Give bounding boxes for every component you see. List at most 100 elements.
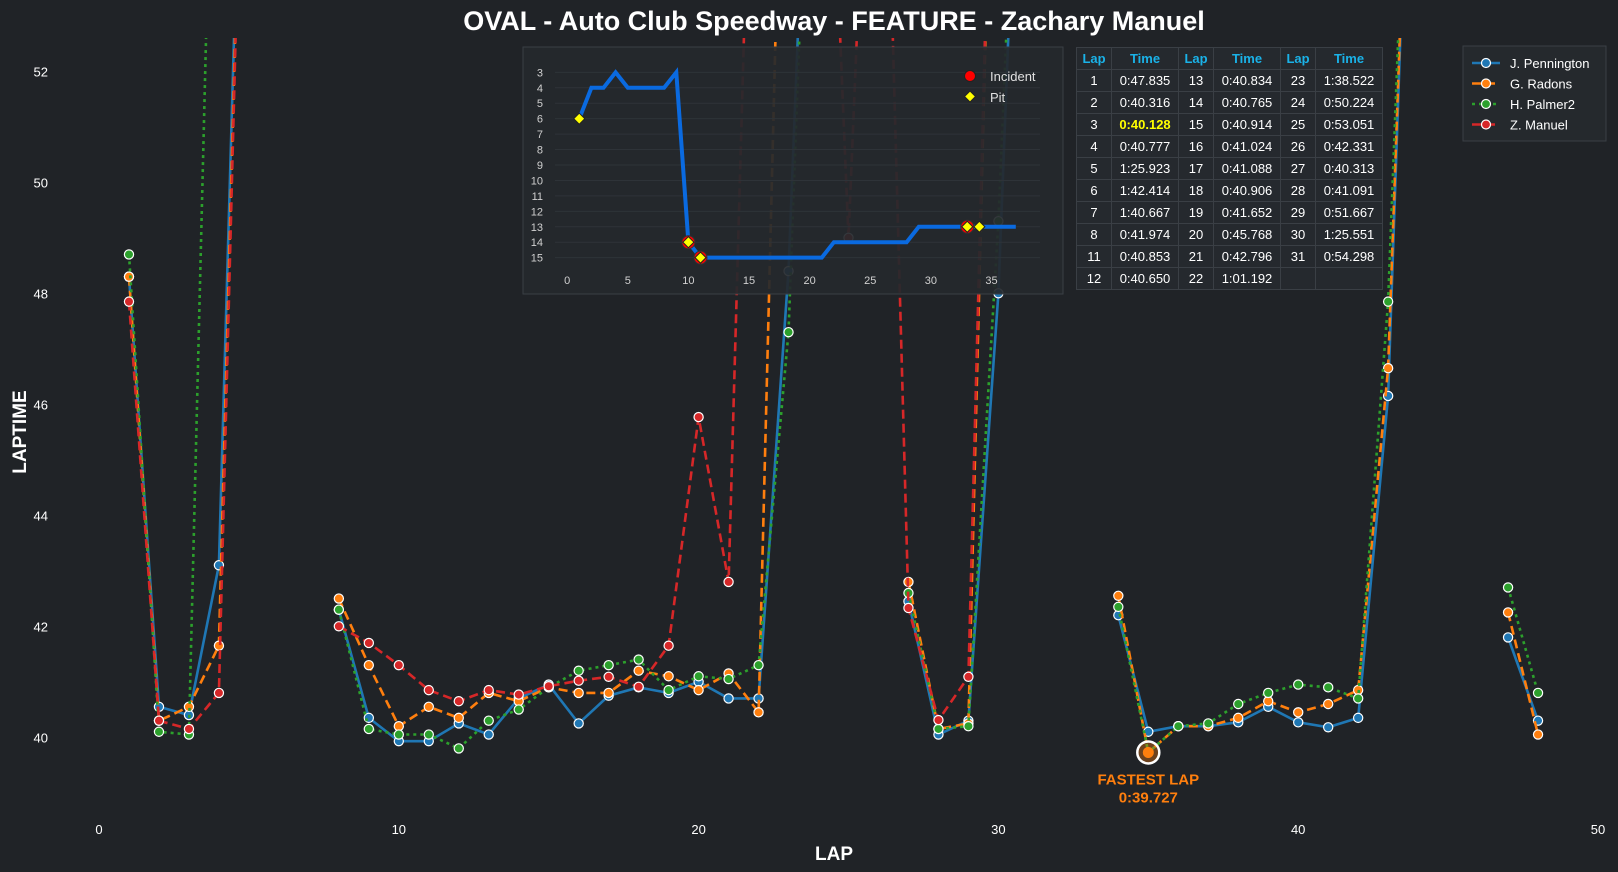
data-point <box>333 604 345 615</box>
data-point <box>123 296 135 307</box>
data-point <box>633 654 644 665</box>
lap-time-cell: 0:50.224 <box>1315 91 1383 114</box>
lap-time-cell: 0:41.974 <box>1111 223 1179 246</box>
lap-time-cell: 0:41.091 <box>1315 179 1383 202</box>
data-point <box>393 729 404 740</box>
x-tick-label: 0 <box>95 822 102 837</box>
lap-time-cell: 0:40.914 <box>1213 113 1281 136</box>
inset-y-tick-label: 14 <box>531 237 543 249</box>
position-inset: 3 4 5 6 7 8 9 10 11 12 13 14 15 0 5 10 15 20 25 30 35 Inciden… <box>522 46 1064 295</box>
data-point <box>603 671 614 683</box>
inset-y-tick-label: 3 <box>537 67 543 79</box>
pit-marker <box>573 112 586 125</box>
y-tick-label: 40 <box>34 730 48 745</box>
data-point <box>153 726 165 737</box>
lap-time-cell: 0:45.768 <box>1213 223 1281 246</box>
lap-time-cell: 1:40.667 <box>1111 201 1179 224</box>
lap-number-cell: 25 <box>1280 113 1316 136</box>
data-point <box>363 723 375 735</box>
lap-time-cell: 0:54.298 <box>1315 245 1383 268</box>
data-point <box>1382 296 1394 307</box>
lap-number-cell: 4 <box>1076 135 1112 158</box>
data-point <box>483 715 494 726</box>
lap-number-cell: 3 <box>1076 113 1112 136</box>
data-point <box>933 714 944 726</box>
legend-swatch-marker <box>1480 78 1492 89</box>
data-point <box>753 707 764 718</box>
table-row: 1 0:47.835 13 0:40.834 23 1:38.522 <box>1076 69 1383 92</box>
lap-time-cell: 1:01.192 <box>1213 267 1281 290</box>
x-tick-label: 20 <box>691 822 705 837</box>
y-tick-label: 52 <box>34 64 48 79</box>
table-row: 7 1:40.667 19 0:41.652 29 0:51.667 <box>1076 201 1383 224</box>
lap-number-cell: 8 <box>1076 223 1112 246</box>
lap-number-cell: 20 <box>1178 223 1214 246</box>
lap-number-cell: 11 <box>1076 245 1112 268</box>
data-point <box>633 681 644 692</box>
inset-y-tick-label: 5 <box>537 98 543 110</box>
data-point <box>1292 717 1304 728</box>
data-point <box>453 712 464 724</box>
data-point <box>723 673 734 685</box>
data-point <box>603 659 614 671</box>
x-tick-label: 30 <box>991 822 1005 837</box>
pit-marker <box>694 251 707 264</box>
fastest-lap-label: 0:39.727 <box>1119 789 1178 806</box>
lap-time-cell: 0:42.796 <box>1213 245 1281 268</box>
lap-times-table: Lap Time Lap Time Lap Time 1 0:47.835 13 0:40.83… <box>1076 47 1383 290</box>
pit-legend-marker <box>963 90 977 103</box>
lap-time-cell: 0:41.652 <box>1213 201 1281 224</box>
series-line <box>337 38 777 729</box>
series-line <box>1506 636 1540 722</box>
fastest-lap-label: FASTEST LAP <box>1097 771 1199 788</box>
lap-table-header-cell: Lap <box>1178 47 1214 70</box>
inset-y-tick-label: 10 <box>531 175 543 187</box>
data-point <box>663 640 674 651</box>
x-axis-label: LAP <box>815 844 853 865</box>
series-line <box>1506 587 1540 694</box>
inset-y-tick-label: 6 <box>537 114 543 126</box>
lap-time-cell: 0:40.650 <box>1111 267 1179 290</box>
inset-x-tick-label: 35 <box>985 275 997 287</box>
lap-number-cell: 13 <box>1178 69 1214 92</box>
data-point <box>1292 707 1304 718</box>
inset-x-tick-label: 0 <box>564 275 570 287</box>
x-tick-label: 40 <box>1291 822 1305 837</box>
data-point <box>1113 590 1124 601</box>
table-row: 2 0:40.316 14 0:40.765 24 0:50.224 <box>1076 91 1383 114</box>
data-point <box>1292 679 1304 690</box>
legend-entry-label: G. Radons <box>1510 77 1573 92</box>
inset-x-tick-label: 20 <box>804 275 816 287</box>
lap-time-cell: 0:40.906 <box>1213 179 1281 202</box>
data-point <box>1502 582 1514 593</box>
legend-swatch-marker <box>1480 119 1492 130</box>
lap-time-cell: 0:42.331 <box>1315 135 1383 158</box>
pit-marker <box>682 235 695 249</box>
lap-time-cell <box>1315 267 1383 290</box>
data-point <box>1113 601 1124 613</box>
data-point <box>423 701 434 712</box>
lap-table-header-cell: Lap <box>1280 47 1316 70</box>
lap-number-cell: 30 <box>1280 223 1316 246</box>
lap-table-header-cell: Time <box>1111 47 1179 70</box>
lap-table-header-cell: Lap <box>1076 47 1112 70</box>
data-point <box>483 729 494 740</box>
lap-number-cell: 31 <box>1280 245 1316 268</box>
lap-time-cell: 0:40.834 <box>1213 69 1281 92</box>
data-point <box>693 684 704 696</box>
lap-time-cell: 0:40.128 <box>1111 113 1179 136</box>
y-axis-label: LAPTIME <box>10 390 31 473</box>
inset-y-tick-label: 13 <box>531 222 543 234</box>
inset-x-tick-label: 25 <box>864 275 876 287</box>
lap-number-cell: 5 <box>1076 157 1112 180</box>
lap-number-cell: 14 <box>1178 91 1214 114</box>
chart-legend: J. Pennington G. Radons H. Palmer2 Z. Manue… <box>1462 45 1607 142</box>
data-point <box>123 249 135 260</box>
pit-legend-label: Pit <box>990 90 1006 105</box>
data-point <box>423 684 434 696</box>
data-point <box>723 693 734 704</box>
data-point <box>573 687 584 699</box>
data-point <box>1502 607 1514 618</box>
y-tick-label: 44 <box>34 508 48 523</box>
